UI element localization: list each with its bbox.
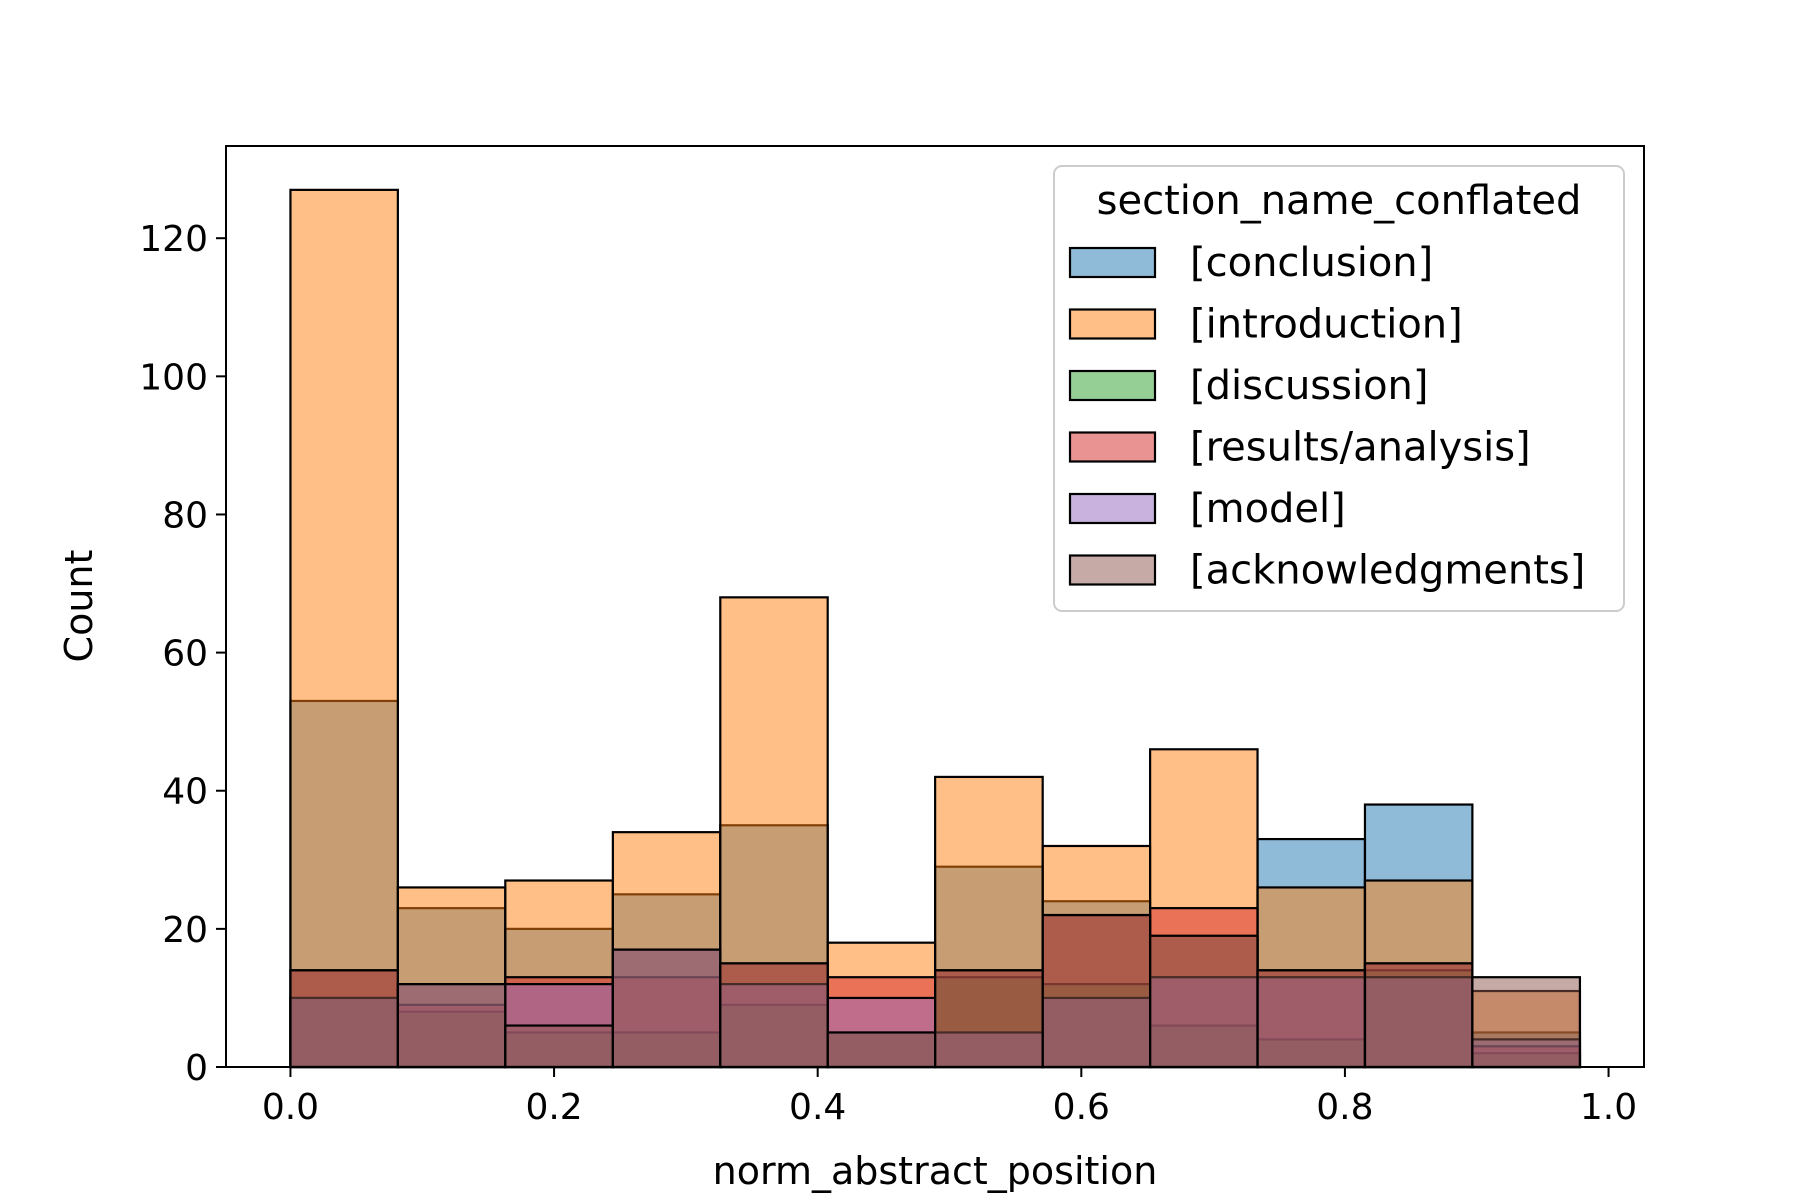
- legend-box: [1053, 165, 1625, 612]
- x-tick-label: 0.2: [525, 1087, 582, 1128]
- legend-swatch: [1068, 554, 1157, 586]
- bar: [504, 1024, 614, 1069]
- legend-item: [results/analysis]: [1068, 425, 1531, 471]
- legend-label: [model]: [1190, 486, 1346, 532]
- bar: [1149, 934, 1259, 1069]
- y-tick-label: 120: [139, 219, 208, 260]
- legend-label: [discussion]: [1190, 363, 1429, 409]
- y-tick-label: 80: [162, 495, 208, 536]
- legend-swatch: [1068, 308, 1157, 340]
- bar: [1256, 969, 1367, 1069]
- legend-items: [conclusion] [introduction] [discussion] [r…: [1068, 240, 1585, 594]
- legend-item: [introduction]: [1068, 302, 1463, 348]
- legend-swatch: [1068, 246, 1157, 279]
- bars-layer: [289, 188, 1582, 1069]
- bar: [289, 188, 399, 1069]
- legend-label: [conclusion]: [1190, 240, 1433, 286]
- bar: [934, 969, 1044, 1069]
- y-tick-label: 40: [162, 772, 208, 813]
- bar: [611, 948, 722, 1069]
- legend-swatch: [1068, 492, 1157, 525]
- bar: [1363, 962, 1474, 1069]
- x-axis-title: norm_abstract_position: [713, 1149, 1158, 1193]
- series-5-bars: [289, 913, 1582, 1069]
- legend-label: [results/analysis]: [1190, 425, 1531, 471]
- x-tick-label: 0.4: [789, 1087, 846, 1128]
- y-tick-label: 0: [185, 1048, 208, 1089]
- y-axis: 0 20 40 60 80 100 120: [139, 219, 226, 1089]
- legend-swatch: [1068, 369, 1157, 402]
- bar: [1041, 913, 1152, 1069]
- bar: [1471, 976, 1582, 1069]
- legend-item: [acknowledgments]: [1068, 548, 1585, 594]
- legend-swatch: [1068, 431, 1157, 463]
- y-tick-label: 60: [162, 634, 208, 675]
- y-tick-label: 20: [162, 910, 208, 951]
- legend-label: [introduction]: [1190, 302, 1463, 348]
- bar: [826, 1031, 937, 1069]
- legend-title: section_name_conflated: [1097, 178, 1582, 224]
- x-axis: 0.0 0.2 0.4 0.6 0.8 1.0: [262, 1067, 1637, 1128]
- legend-label: [acknowledgments]: [1190, 548, 1585, 594]
- y-axis-title: Count: [57, 550, 101, 663]
- x-tick-label: 0.8: [1316, 1087, 1373, 1128]
- legend-item: [discussion]: [1068, 363, 1429, 409]
- y-tick-label: 100: [139, 357, 208, 398]
- bar: [396, 983, 507, 1069]
- plot-frame: [225, 145, 1645, 1068]
- bar: [289, 969, 399, 1069]
- legend-item: [conclusion]: [1068, 240, 1433, 286]
- x-tick-label: 0.6: [1053, 1087, 1110, 1128]
- x-tick-label: 1.0: [1580, 1087, 1637, 1128]
- legend-item: [model]: [1068, 486, 1346, 532]
- legend: section_name_conflated [conclusion] [intr…: [1053, 165, 1625, 612]
- x-tick-label: 0.0: [262, 1087, 319, 1128]
- bar: [719, 962, 829, 1069]
